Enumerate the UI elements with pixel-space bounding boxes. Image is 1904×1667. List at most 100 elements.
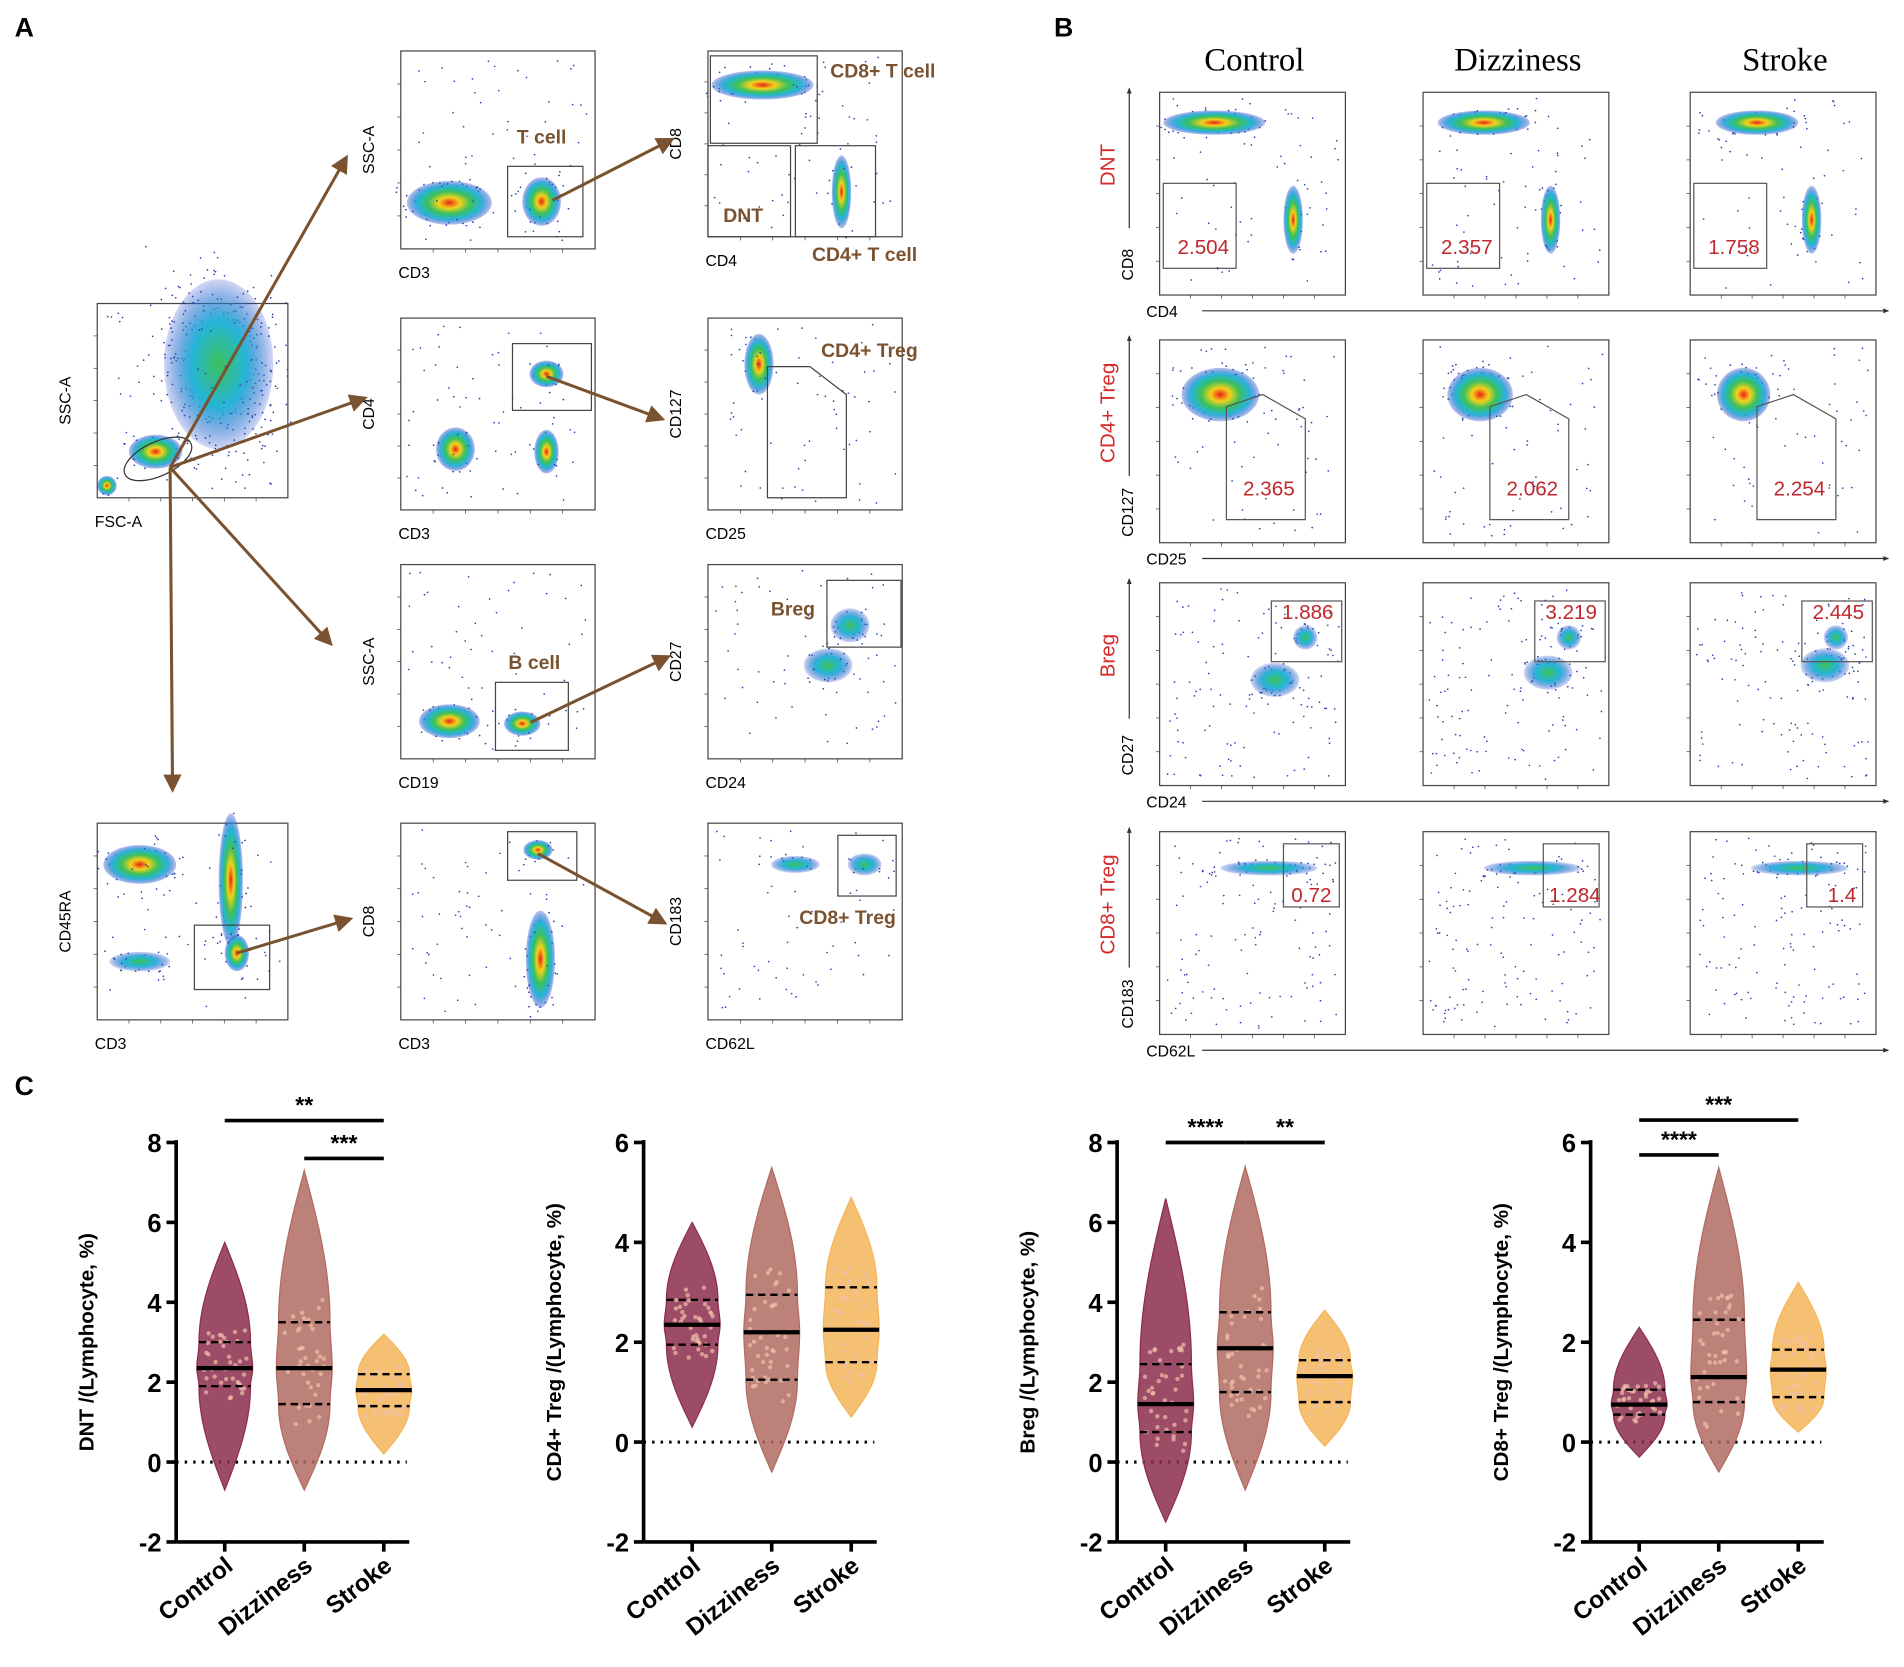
event-dot bbox=[263, 951, 266, 954]
event-dot bbox=[569, 428, 572, 431]
event-dot bbox=[1738, 723, 1741, 726]
event-dot bbox=[724, 697, 726, 700]
event-dot bbox=[407, 668, 410, 671]
significance-label: *** bbox=[331, 1130, 358, 1156]
event-dot bbox=[1799, 231, 1802, 234]
event-dot bbox=[157, 838, 159, 841]
event-dot bbox=[1835, 861, 1838, 864]
event-dot bbox=[1326, 624, 1329, 627]
event-dot bbox=[750, 336, 752, 339]
data-point-dot bbox=[300, 1310, 305, 1316]
event-dot bbox=[461, 676, 464, 679]
y-tick-label: 0 bbox=[615, 1430, 629, 1458]
event-dot bbox=[1286, 774, 1289, 777]
event-dot bbox=[1192, 997, 1195, 999]
event-dot bbox=[195, 468, 198, 470]
event-dot bbox=[1817, 765, 1820, 768]
data-point-dot bbox=[773, 1282, 778, 1287]
event-dot bbox=[1493, 203, 1496, 206]
event-dot bbox=[1292, 509, 1295, 511]
event-dot bbox=[1748, 421, 1751, 424]
event-dot bbox=[1176, 397, 1178, 400]
event-dot bbox=[724, 66, 726, 69]
event-dot bbox=[200, 328, 203, 330]
event-dot bbox=[514, 708, 517, 711]
event-dot bbox=[422, 132, 425, 134]
event-dot bbox=[756, 362, 759, 365]
event-dot bbox=[141, 897, 143, 900]
event-dot bbox=[155, 888, 158, 890]
event-dot bbox=[814, 337, 817, 340]
event-dot bbox=[894, 701, 897, 704]
event-dot bbox=[747, 170, 750, 173]
event-dot bbox=[1226, 840, 1228, 842]
data-point-dot bbox=[1704, 1424, 1710, 1429]
data-point-dot bbox=[842, 1374, 847, 1380]
event-dot bbox=[1273, 522, 1275, 525]
event-dot bbox=[735, 585, 737, 588]
event-dot bbox=[432, 876, 435, 879]
event-dot bbox=[548, 911, 550, 914]
event-dot bbox=[1333, 708, 1336, 710]
event-dot bbox=[786, 967, 789, 970]
event-dot bbox=[1524, 185, 1527, 188]
event-dot bbox=[445, 224, 448, 226]
event-dot bbox=[418, 141, 421, 144]
event-dot bbox=[1180, 939, 1182, 941]
event-dot bbox=[1833, 383, 1836, 385]
event-dot bbox=[104, 950, 106, 952]
event-dot bbox=[424, 962, 427, 964]
y-axis-label: CD127 bbox=[668, 389, 685, 438]
event-dot bbox=[559, 171, 561, 173]
event-dot bbox=[1459, 734, 1461, 737]
event-dot bbox=[1792, 740, 1795, 743]
event-dot bbox=[408, 419, 410, 422]
event-dot bbox=[1853, 887, 1856, 889]
event-dot bbox=[1302, 406, 1304, 409]
event-dot bbox=[220, 952, 223, 955]
data-point-dot bbox=[1238, 1364, 1244, 1369]
event-dot bbox=[1279, 995, 1282, 998]
event-dot bbox=[1292, 721, 1295, 724]
event-dot bbox=[758, 998, 761, 1000]
data-point-dot bbox=[1811, 1406, 1817, 1411]
event-dot bbox=[849, 892, 852, 895]
event-dot bbox=[1747, 684, 1750, 687]
event-dot bbox=[1706, 659, 1709, 661]
event-dot bbox=[174, 296, 177, 299]
event-dot bbox=[1700, 731, 1703, 733]
event-dot bbox=[1246, 368, 1248, 371]
event-dot bbox=[178, 857, 181, 860]
event-dot bbox=[1755, 849, 1758, 851]
event-dot bbox=[735, 434, 738, 437]
event-dot bbox=[425, 238, 427, 241]
event-dot bbox=[839, 658, 842, 660]
event-dot bbox=[285, 344, 287, 347]
event-dot bbox=[517, 69, 519, 72]
event-dot bbox=[1828, 487, 1831, 489]
event-dot bbox=[1748, 227, 1751, 229]
event-dot bbox=[1546, 691, 1549, 694]
x-axis-label: CD3 bbox=[398, 1036, 430, 1053]
event-dot bbox=[1738, 957, 1740, 959]
data-point-dot bbox=[1257, 1405, 1263, 1410]
event-dot bbox=[1456, 167, 1459, 170]
event-dot bbox=[423, 593, 426, 596]
event-dot bbox=[278, 360, 280, 362]
event-dot bbox=[1863, 871, 1866, 873]
event-dot bbox=[775, 717, 777, 719]
event-dot bbox=[1565, 589, 1568, 592]
event-dot bbox=[1845, 444, 1848, 447]
data-point-dot bbox=[856, 1297, 861, 1303]
event-dot bbox=[1212, 645, 1215, 648]
event-dot bbox=[740, 428, 743, 431]
event-dot bbox=[787, 655, 790, 657]
event-dot bbox=[1334, 862, 1337, 864]
data-point-dot bbox=[1239, 1397, 1244, 1402]
event-dot bbox=[547, 984, 550, 987]
event-dot bbox=[1452, 967, 1455, 969]
event-dot bbox=[1552, 903, 1555, 906]
data-point-dot bbox=[1155, 1424, 1160, 1430]
event-dot bbox=[414, 489, 417, 492]
event-dot bbox=[1213, 609, 1216, 612]
